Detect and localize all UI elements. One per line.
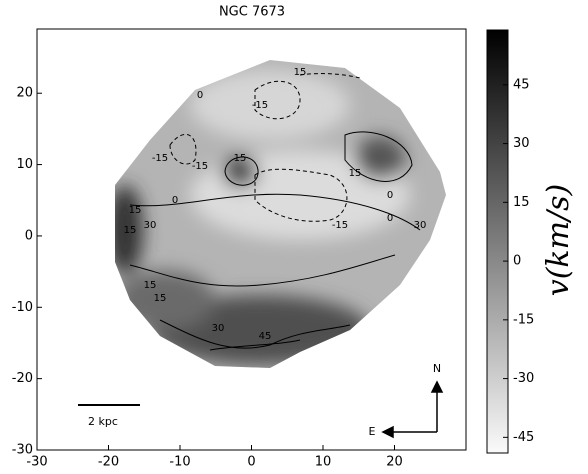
y-tick-label: -30 xyxy=(12,443,33,458)
x-tick-label: 0 xyxy=(247,455,255,470)
contour-label: 0 xyxy=(197,90,203,101)
x-tick-label: -10 xyxy=(169,455,190,470)
contour-label: -15 xyxy=(152,153,168,164)
contour-label: 15 xyxy=(294,67,307,78)
chart-title: NGC 7673 xyxy=(219,5,285,20)
colorbar-label: v(km/s) xyxy=(541,184,576,297)
contour-label: 0 xyxy=(387,213,393,224)
contour-label: 30 xyxy=(144,220,157,231)
y-tick-label: -20 xyxy=(12,371,33,386)
x-tick-label: 10 xyxy=(315,455,332,470)
x-tick-label: -20 xyxy=(98,455,119,470)
x-tick-label: -30 xyxy=(26,455,47,470)
colorbar-tick-label: 15 xyxy=(513,195,530,210)
contour-label: 45 xyxy=(259,331,272,342)
compass xyxy=(381,380,444,439)
y-tick-label: 20 xyxy=(16,86,33,101)
north-label: N xyxy=(433,362,441,375)
contour-label: 30 xyxy=(414,220,427,231)
contours xyxy=(129,73,421,351)
colorbar-tick-label: -15 xyxy=(513,312,534,327)
colorbar-tick-label: -30 xyxy=(513,371,534,386)
colorbar-tick-label: 0 xyxy=(513,254,521,269)
contour-label: 15 xyxy=(349,168,362,179)
contour-label: 15 xyxy=(154,293,167,304)
colorbar-tick-label: -45 xyxy=(513,430,534,445)
y-tick-label: 10 xyxy=(16,157,33,172)
y-tick-label: -10 xyxy=(12,300,33,315)
contour-label: 30 xyxy=(212,323,225,334)
contour-label: 15 xyxy=(234,153,247,164)
east-label: E xyxy=(369,425,376,438)
velocity-map xyxy=(115,60,446,368)
colorbar-tick-label: 45 xyxy=(513,77,530,92)
contour-label: -15 xyxy=(192,161,208,172)
colorbar xyxy=(486,29,509,454)
contour-label: 0 xyxy=(172,195,178,206)
contour-label: -15 xyxy=(332,220,348,231)
colorbar-tick-label: 30 xyxy=(513,136,530,151)
contour-label: 0 xyxy=(387,190,393,201)
contour-label: 15 xyxy=(144,280,157,291)
x-tick-label: 20 xyxy=(386,455,403,470)
scale-bar-label: 2 kpc xyxy=(88,415,118,428)
contour-label: 15 xyxy=(129,205,142,216)
y-tick-label: 0 xyxy=(25,228,33,243)
contour-label: -15 xyxy=(252,100,268,111)
contour-label: 15 xyxy=(124,225,137,236)
